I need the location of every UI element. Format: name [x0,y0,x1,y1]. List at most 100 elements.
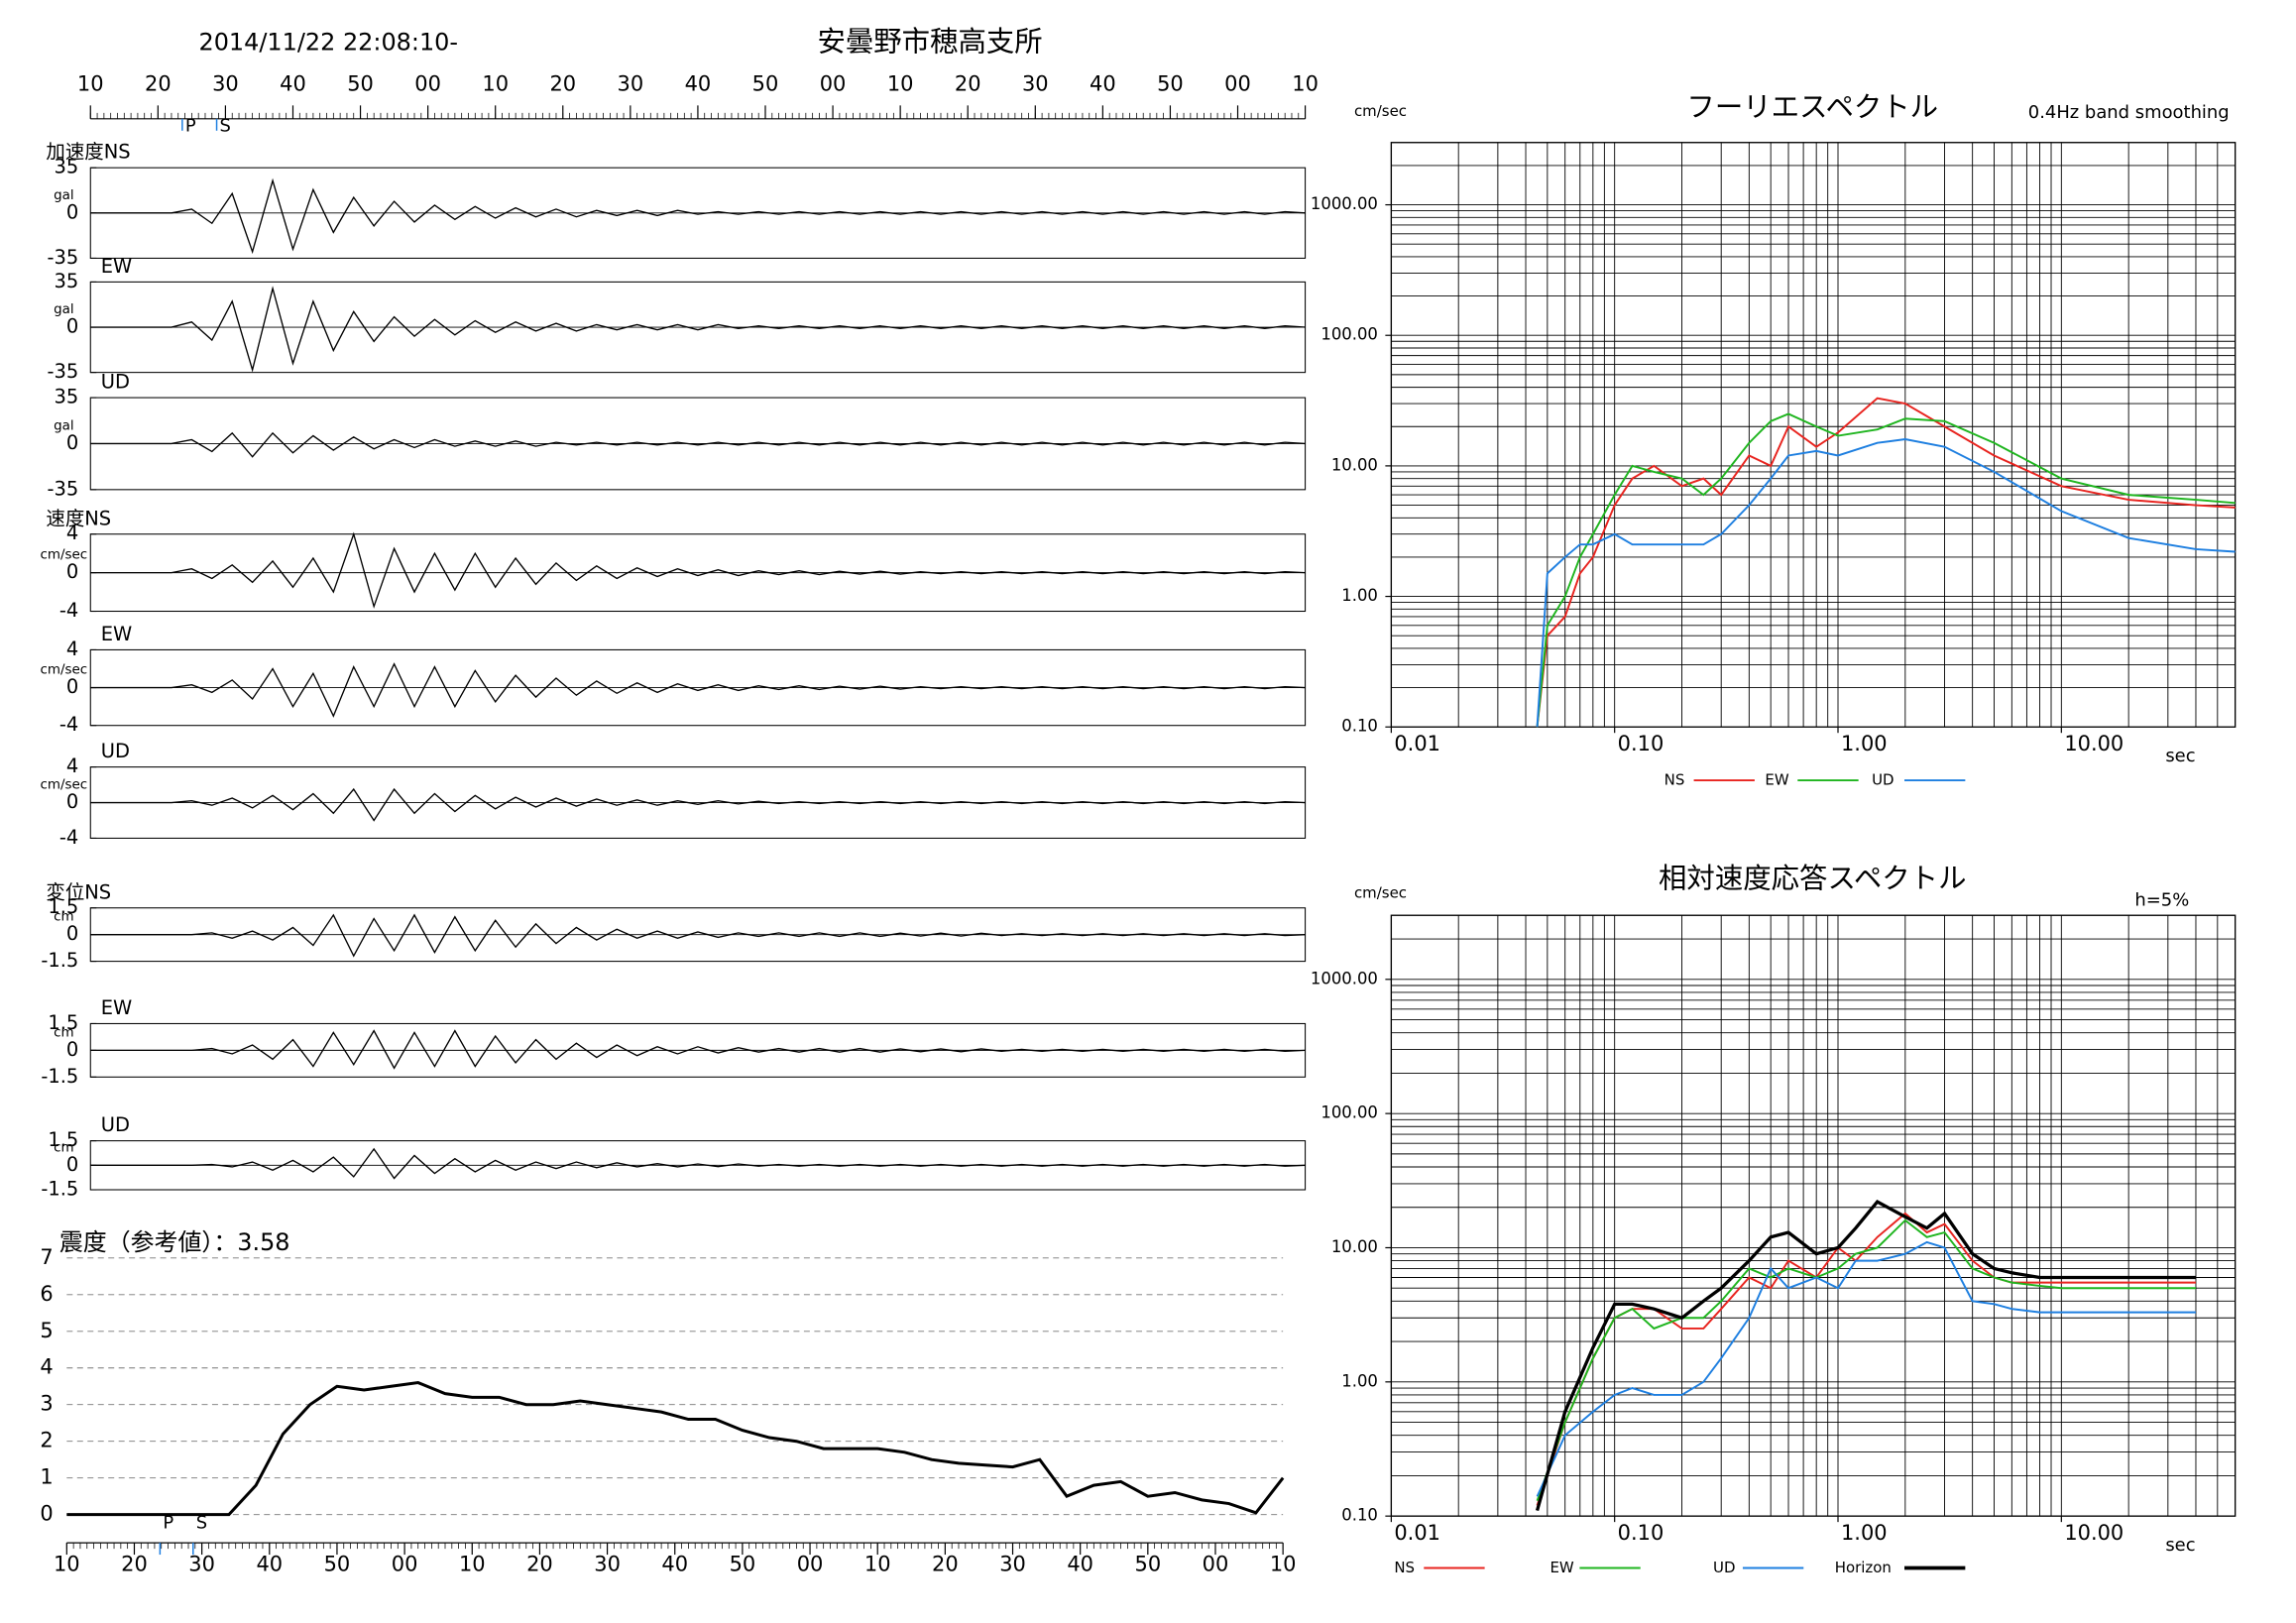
y-tick-label: -4 [59,599,78,622]
x-tick-label: 10.00 [2064,1521,2124,1545]
waveform [90,286,1306,373]
intensity-line [66,1381,1285,1517]
time-tick-label: 20 [145,71,172,95]
legend-label: NS [1394,1559,1415,1576]
y-tick-label: -1.5 [41,1178,78,1201]
time-tick-label: 30 [999,1553,1026,1576]
y-tick-label: 10.00 [1331,455,1378,474]
panel-label: 変位NS [46,880,111,903]
unit-label: cm [54,910,74,925]
time-tick-label: 30 [188,1553,215,1576]
time-tick-label: 10 [1270,1553,1297,1576]
time-tick-label: 30 [618,71,644,95]
waveform [90,1147,1306,1180]
time-tick-label: 40 [1090,71,1116,95]
y-tick-label: 4 [40,1355,53,1379]
time-tick-label: 40 [685,71,712,95]
time-tick-label: 50 [347,71,374,95]
y-tick-label: -35 [48,246,79,269]
y-tick-label: 100.00 [1320,325,1378,344]
time-tick-label: 50 [1135,1553,1162,1576]
legend-label: EW [1765,771,1788,789]
time-tick-label: 10 [54,1553,80,1576]
panel-label: UD [101,1113,130,1136]
y-tick-label: 0 [66,790,78,813]
legend-label: EW [1550,1559,1573,1576]
waveform [90,531,1306,609]
x-axis-label: sec [2165,746,2195,766]
x-tick-label: 0.10 [1618,1521,1665,1545]
y-tick-label: 0 [66,315,78,338]
waveform [90,662,1306,718]
unit-label: cm [54,1140,74,1155]
y-axis-label: cm/sec [1354,883,1407,901]
time-tick-label: 00 [1224,71,1251,95]
time-tick-label: 40 [280,71,306,95]
unit-label: gal [54,188,74,203]
phase-label: P [163,1513,173,1534]
legend-label: Horizon [1835,1559,1892,1576]
legend-label: NS [1665,771,1685,789]
y-tick-label: 0 [66,1153,78,1176]
y-tick-label: 1.5 [48,1128,78,1151]
time-tick-label: 50 [730,1553,756,1576]
datetime: 2014/11/22 22:08:10- [198,29,458,57]
time-tick-label: 30 [594,1553,621,1576]
y-tick-label: 1.00 [1341,1371,1378,1390]
chart-subtitle: 0.4Hz band smoothing [2028,102,2230,123]
chart-title: フーリエスペクトル [1686,90,1938,123]
time-tick-label: 20 [121,1553,148,1576]
x-tick-label: 1.00 [1841,1521,1888,1545]
time-tick-label: 50 [324,1553,351,1576]
phase-label: S [196,1513,207,1534]
time-tick-label: 00 [414,71,441,95]
y-tick-label: 0 [66,431,78,454]
panel-label: 速度NS [46,507,111,529]
time-tick-label: 00 [392,1553,418,1576]
time-tick-label: 00 [1203,1553,1229,1576]
y-tick-label: 0 [66,922,78,945]
time-tick-label: 30 [212,71,239,95]
panel-label: UD [101,740,130,762]
panel-label: EW [101,996,133,1019]
phase-label: S [220,115,231,136]
y-tick-label: 5 [40,1319,53,1342]
y-axis-label: cm/sec [1354,102,1407,120]
unit-label: cm [54,1025,74,1040]
panel-label: EW [101,255,133,278]
x-tick-label: 1.00 [1841,732,1888,755]
station: 安曇野市穂高支所 [817,26,1042,58]
unit-label: gal [54,302,74,317]
time-tick-label: 30 [1022,71,1049,95]
spectrum-line [1536,412,2236,728]
time-tick-label: 20 [955,71,981,95]
y-tick-label: 0 [66,200,78,223]
phase-label: P [185,115,196,136]
waveform [90,177,1306,255]
y-tick-label: 0 [66,1038,78,1061]
y-tick-label: 0 [40,1502,53,1526]
y-tick-label: 4 [66,522,78,544]
panel-label: 加速度NS [46,141,130,164]
spectrum-line [1536,438,2236,728]
x-axis-label: sec [2165,1535,2195,1556]
waveform [90,787,1306,822]
y-tick-label: -1.5 [41,949,78,972]
y-tick-label: 2 [40,1429,53,1452]
y-tick-label: 35 [55,156,79,178]
waveform [90,431,1306,458]
time-tick-label: 10 [77,71,104,95]
spectrum-line [1536,1212,2196,1506]
y-tick-label: 100.00 [1320,1103,1378,1122]
time-tick-label: 10 [459,1553,486,1576]
y-tick-label: 10.00 [1331,1237,1378,1256]
y-tick-label: 1000.00 [1311,969,1378,987]
y-tick-label: 1 [40,1465,53,1489]
unit-label: gal [54,419,74,434]
y-tick-label: 1000.00 [1311,194,1378,213]
chart-subtitle: h=5% [2134,889,2189,910]
time-tick-label: 20 [932,1553,959,1576]
time-tick-label: 40 [256,1553,283,1576]
time-tick-label: 40 [1067,1553,1093,1576]
y-tick-label: 6 [40,1282,53,1306]
